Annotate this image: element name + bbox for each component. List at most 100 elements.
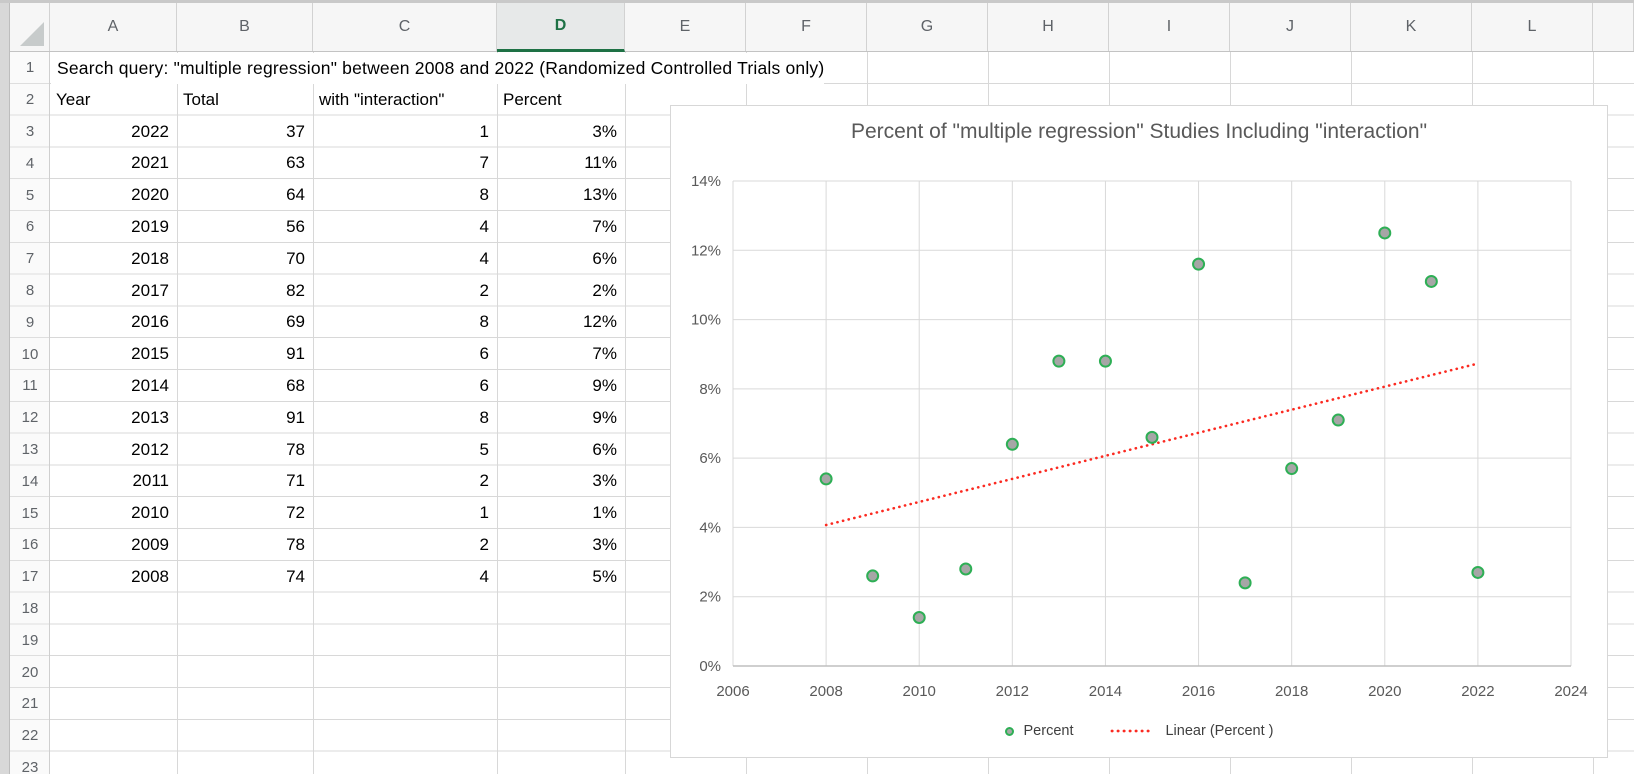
data-point[interactable] — [912, 611, 926, 624]
table-header-cell[interactable]: with "interaction" — [319, 89, 445, 109]
row-header-11[interactable]: 11 — [22, 377, 38, 395]
table-cell[interactable]: 2013 — [131, 407, 169, 427]
data-point[interactable] — [866, 569, 880, 583]
table-header-cell[interactable]: Percent — [503, 89, 562, 109]
data-point[interactable] — [1145, 430, 1159, 444]
table-cell[interactable]: 8 — [479, 312, 489, 332]
table-cell[interactable]: 2018 — [131, 248, 169, 268]
table-cell[interactable]: 11% — [584, 153, 617, 173]
table-cell[interactable]: 3% — [592, 535, 617, 554]
table-cell[interactable]: 4 — [479, 248, 489, 268]
row-header-16[interactable]: 16 — [21, 536, 39, 554]
table-cell[interactable]: 91 — [286, 344, 305, 364]
data-point[interactable] — [1378, 226, 1392, 240]
column-header-I[interactable]: I — [1109, 3, 1230, 51]
data-point[interactable] — [1052, 354, 1066, 368]
select-all-corner[interactable] — [10, 3, 50, 51]
data-point[interactable] — [1285, 462, 1299, 476]
table-cell[interactable]: 9% — [592, 376, 617, 395]
table-cell[interactable]: 2014 — [131, 376, 169, 395]
column-header-D[interactable]: D — [497, 3, 625, 52]
table-cell[interactable]: 1 — [479, 503, 489, 523]
data-point[interactable] — [1471, 565, 1485, 579]
table-cell[interactable]: 6 — [479, 344, 489, 364]
column-header-K[interactable]: K — [1351, 3, 1472, 51]
table-cell[interactable]: 56 — [286, 217, 305, 236]
row-header-12[interactable]: 12 — [21, 409, 39, 427]
column-header-E[interactable]: E — [625, 3, 746, 51]
row-header-1[interactable]: 1 — [25, 59, 35, 77]
table-cell[interactable]: 70 — [286, 248, 305, 268]
table-cell[interactable]: 2022 — [131, 121, 169, 141]
table-cell[interactable]: 69 — [286, 312, 305, 332]
row-header-22[interactable]: 22 — [21, 727, 39, 745]
row-header-4[interactable]: 4 — [25, 154, 35, 172]
table-cell[interactable]: 37 — [286, 121, 305, 141]
table-cell[interactable]: 2015 — [131, 344, 169, 364]
table-cell[interactable]: 6 — [479, 376, 489, 395]
table-cell[interactable]: 1 — [479, 121, 489, 141]
row-header-6[interactable]: 6 — [25, 218, 35, 236]
table-cell[interactable]: 13% — [582, 185, 617, 205]
table-cell[interactable]: 2 — [479, 535, 489, 554]
data-point[interactable] — [819, 472, 833, 486]
table-cell[interactable]: 91 — [286, 407, 305, 427]
table-cell[interactable]: 4 — [479, 566, 489, 586]
row-header-5[interactable]: 5 — [25, 186, 35, 204]
table-cell[interactable]: 5 — [479, 439, 489, 459]
column-header-H[interactable]: H — [988, 3, 1109, 51]
table-header-cell[interactable]: Total — [183, 89, 219, 109]
column-header-F[interactable]: F — [746, 3, 867, 51]
data-point[interactable] — [1331, 413, 1345, 427]
table-cell[interactable]: 2 — [479, 280, 489, 300]
table-cell[interactable]: 2021 — [131, 153, 169, 173]
row-header-10[interactable]: 10 — [21, 345, 39, 363]
table-cell[interactable]: 7% — [592, 344, 617, 364]
row-header-7[interactable]: 7 — [25, 250, 35, 268]
data-point[interactable] — [1098, 354, 1112, 368]
row-header-8[interactable]: 8 — [25, 281, 35, 299]
column-header-B[interactable]: B — [177, 3, 313, 51]
table-cell[interactable]: 5% — [592, 566, 617, 586]
column-header-L[interactable]: L — [1472, 3, 1593, 51]
table-cell[interactable]: 12% — [582, 312, 617, 332]
row-header-18[interactable]: 18 — [21, 599, 39, 617]
table-cell[interactable]: 2016 — [131, 312, 169, 332]
row-header-14[interactable]: 14 — [21, 472, 39, 490]
table-cell[interactable]: 82 — [286, 280, 305, 300]
table-cell[interactable]: 78 — [286, 439, 305, 459]
table-cell[interactable]: 3% — [592, 121, 617, 141]
column-header-J[interactable]: J — [1230, 3, 1351, 51]
table-cell[interactable]: 2009 — [131, 535, 169, 554]
table-cell[interactable]: 71 — [286, 471, 305, 491]
table-cell[interactable]: 1% — [592, 503, 617, 523]
table-cell[interactable]: 74 — [286, 566, 305, 586]
row-header-15[interactable]: 15 — [21, 504, 39, 522]
embedded-chart[interactable]: Percent of "multiple regression" Studies… — [670, 105, 1608, 758]
table-cell[interactable]: 64 — [286, 185, 305, 205]
data-point[interactable] — [1005, 437, 1019, 451]
row-header-21[interactable]: 21 — [21, 695, 39, 713]
table-cell[interactable]: 3% — [592, 471, 617, 491]
table-cell[interactable]: 8 — [479, 407, 489, 427]
column-header-G[interactable]: G — [867, 3, 988, 51]
table-header-cell[interactable]: Year — [56, 89, 91, 109]
cell-a1-search-query[interactable]: Search query: "multiple regression" betw… — [51, 52, 825, 84]
table-cell[interactable]: 2% — [592, 280, 617, 300]
table-cell[interactable]: 9% — [592, 407, 617, 427]
table-cell[interactable]: 2 — [479, 471, 489, 491]
row-header-9[interactable]: 9 — [25, 313, 35, 331]
row-header-3[interactable]: 3 — [25, 122, 35, 140]
data-point[interactable] — [1238, 576, 1252, 590]
column-header-partial[interactable] — [1593, 3, 1634, 51]
table-cell[interactable]: 63 — [286, 153, 305, 173]
table-cell[interactable]: 4 — [479, 217, 489, 236]
row-header-13[interactable]: 13 — [21, 440, 39, 458]
data-point[interactable] — [1192, 257, 1206, 271]
table-cell[interactable]: 7% — [592, 217, 617, 236]
table-cell[interactable]: 2011 — [132, 471, 169, 491]
row-header-2[interactable]: 2 — [25, 91, 35, 109]
row-header-20[interactable]: 20 — [21, 663, 39, 681]
table-cell[interactable]: 2020 — [131, 185, 169, 205]
table-cell[interactable]: 2017 — [131, 280, 169, 300]
